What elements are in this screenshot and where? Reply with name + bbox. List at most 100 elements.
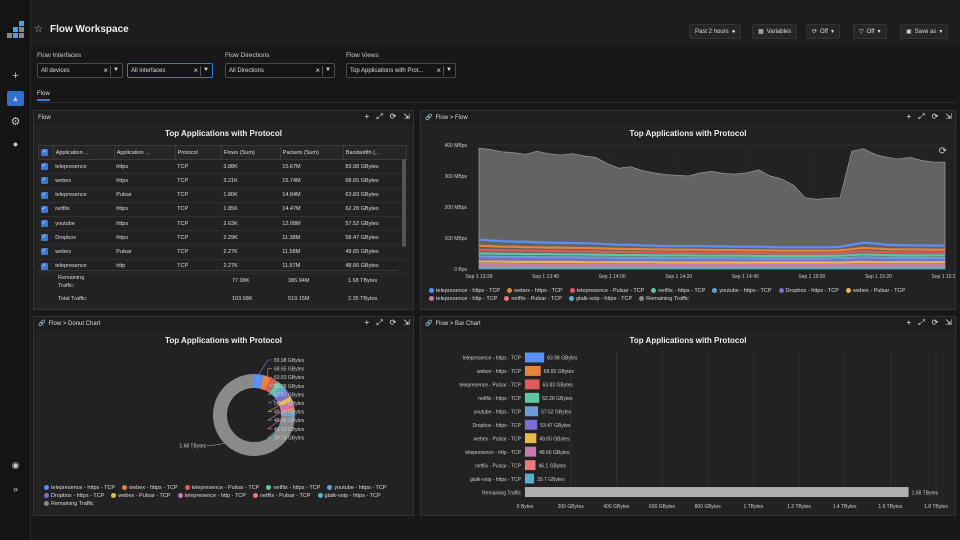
legend-item[interactable]: Dropbox - https - TCP [44, 493, 104, 499]
legend-item[interactable]: youtube - https - TCP [712, 288, 772, 294]
save-as-button[interactable]: ▣ Save as ▾ [900, 24, 949, 39]
panel-title: Top Applications with Protocol [629, 129, 747, 138]
devices-select[interactable]: All devices × ▼ [37, 63, 123, 78]
legend-dot-icon [429, 288, 434, 294]
legend-item[interactable]: Remaining Traffic [639, 296, 689, 302]
add-icon[interactable]: + [364, 112, 370, 121]
table-cell: 83.98 GBytes [343, 159, 407, 175]
checkbox-icon[interactable]: ✓ [40, 163, 48, 171]
clear-icon[interactable]: × [436, 66, 441, 75]
expand-icon[interactable]: ⤢ [918, 112, 925, 121]
legend-item[interactable]: telepresence - https - TCP [429, 288, 500, 294]
expand-icon[interactable]: ⤢ [918, 318, 925, 327]
checkbox-icon[interactable]: ✓ [40, 262, 48, 270]
legend-item[interactable]: Dropbox - https - TCP [778, 288, 839, 294]
dashboards-icon[interactable]: ▲ [7, 91, 24, 106]
donut-slice [277, 396, 293, 407]
clear-icon[interactable]: × [315, 66, 320, 75]
expand-icon[interactable]: ⤢ [376, 112, 383, 121]
table-scrollbar[interactable] [402, 159, 406, 247]
bar [525, 473, 535, 484]
checkbox-icon[interactable]: ✓ [40, 220, 48, 228]
checkbox-icon[interactable]: ✓ [40, 248, 48, 256]
legend-item[interactable]: telepresence - http - TCP [429, 296, 497, 302]
refresh-icon[interactable]: ⟳ [931, 112, 939, 121]
export-icon[interactable]: ⇲ [403, 318, 410, 327]
slice-label: 83.98 GBytes [274, 358, 305, 364]
table-row[interactable]: ✓ netflix https TCP 1.85K 14.47M 62.28 GBytes [38, 202, 407, 217]
checkbox-icon[interactable]: ✓ [40, 177, 48, 185]
interfaces-select[interactable]: All interfaces × ▼ [127, 63, 213, 78]
legend-item[interactable]: netflix - Pulsar - TCP [252, 493, 311, 499]
users-icon[interactable]: ● [12, 138, 19, 149]
checkbox-icon[interactable]: ✓ [40, 205, 48, 213]
save-as-label: Save as [914, 28, 937, 35]
series-line [479, 257, 945, 262]
bar [525, 379, 540, 390]
legend-item[interactable]: telepresence - Pulsar - TCP [184, 485, 259, 491]
column-header[interactable]: Bandwidth (... [342, 144, 408, 161]
export-icon[interactable]: ⇲ [945, 112, 952, 121]
table-row[interactable]: ✓ telepresence http TCP 2.27K 11.57M 48.66 GBy… [38, 259, 407, 274]
legend-item[interactable]: webex - https - TCP [507, 288, 563, 294]
table-cell: TCP [175, 188, 222, 203]
legend-item[interactable]: webex - Pulsar - TCP [111, 493, 171, 499]
table-row[interactable]: ✓ telepresence https TCP 3.88K 15.67M 83.98 GB… [38, 159, 407, 175]
column-header[interactable]: Application ... [113, 144, 176, 161]
column-header[interactable]: Packets (Sum) [279, 144, 344, 161]
export-icon[interactable]: ⇲ [945, 318, 952, 327]
views-select[interactable]: Top Applications with Prot... × ▼ [346, 63, 456, 78]
legend-item[interactable]: youtube - https - TCP [327, 485, 387, 491]
table-row[interactable]: ✓ telepresence Pulsar TCP 1.80K 14.84M 63.83 G… [38, 188, 407, 203]
clear-icon[interactable]: × [103, 66, 108, 75]
export-icon[interactable]: ⇲ [403, 112, 410, 121]
expand-icon[interactable]: » [12, 483, 18, 494]
legend-item[interactable]: gtalk-voip - https - TCP [317, 493, 381, 499]
variables-button[interactable]: ▦ Variables [752, 24, 798, 39]
bar [525, 392, 540, 403]
legend-item[interactable]: webex - Pulsar - TCP [845, 288, 905, 294]
checkbox-icon[interactable]: ✓ [40, 234, 48, 242]
legend-item[interactable]: telepresence - http - TCP [177, 493, 246, 499]
column-header[interactable]: Protocol [174, 144, 222, 161]
legend-item[interactable]: gtalk-voip - https - TCP [568, 296, 632, 302]
legend-item[interactable]: webex - https - TCP [122, 485, 178, 491]
profile-icon[interactable]: ◉ [11, 460, 20, 470]
reset-zoom-icon[interactable]: ⟳ [938, 146, 947, 157]
column-header[interactable]: Flows (Sum) [220, 144, 281, 161]
settings-icon[interactable]: ⚙ [10, 116, 21, 128]
tab-flow[interactable]: Flow [37, 91, 50, 101]
legend-item[interactable]: netflix - https - TCP [266, 485, 320, 491]
select-all-cell[interactable]: ✓ [38, 144, 54, 161]
table-cell: TCP [175, 244, 222, 260]
clear-icon[interactable]: × [193, 66, 198, 75]
checkbox-icon[interactable]: ✓ [41, 149, 48, 157]
legend-item[interactable]: telepresence - Pulsar - TCP [569, 288, 644, 294]
add-icon[interactable]: + [906, 112, 912, 121]
refresh-icon[interactable]: ⟳ [931, 318, 939, 327]
table-row[interactable]: ✓ Dropbox https TCP 2.29K 11.38M 58.47 GBytes [38, 230, 407, 246]
add-icon[interactable]: + [12, 69, 19, 82]
legend-item[interactable]: Remaining Traffic [44, 501, 94, 507]
legend-item[interactable]: netflix - https - TCP [651, 288, 705, 294]
refresh-button[interactable]: ⟳ Off ▾ [806, 24, 840, 39]
add-icon[interactable]: + [364, 318, 370, 327]
table-row[interactable]: ✓ webex https TCP 3.21K 15.74M 68.65 GBytes [38, 173, 407, 189]
legend-item[interactable]: netflix - Pulsar - TCP [504, 296, 562, 302]
checkbox-icon[interactable]: ✓ [40, 191, 48, 199]
star-icon[interactable]: ☆ [34, 24, 43, 35]
filter-button[interactable]: ▽ Off ▾ [853, 24, 887, 39]
series-area [478, 147, 946, 270]
refresh-icon[interactable]: ⟳ [389, 112, 397, 121]
table-row[interactable]: ✓ youtube https TCP 2.63K 12.08M 57.52 GBytes [38, 216, 407, 232]
column-header[interactable]: Application ... [52, 144, 115, 161]
label-leader [267, 376, 275, 380]
table-row[interactable]: ✓ webex Pulsar TCP 2.27K 11.58M 49.65 GBytes [38, 244, 407, 260]
legend-dot-icon [317, 493, 323, 499]
add-icon[interactable]: + [906, 318, 912, 327]
refresh-icon[interactable]: ⟳ [389, 318, 397, 327]
legend-item[interactable]: telepresence - https - TCP [44, 485, 115, 491]
expand-icon[interactable]: ⤢ [376, 318, 383, 327]
directions-select[interactable]: All Directions × ▼ [225, 63, 335, 78]
time-range-button[interactable]: Past 2 hours ● [689, 24, 742, 39]
